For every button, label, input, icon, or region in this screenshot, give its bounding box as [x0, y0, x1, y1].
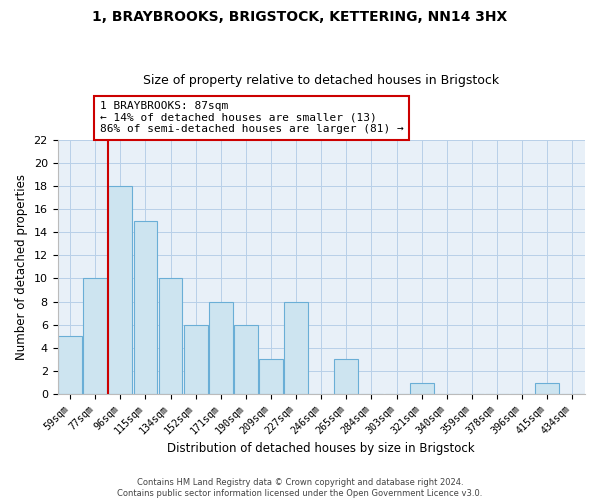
X-axis label: Distribution of detached houses by size in Brigstock: Distribution of detached houses by size … — [167, 442, 475, 455]
Bar — [334, 360, 358, 394]
Bar — [158, 278, 182, 394]
Bar — [83, 278, 107, 394]
Bar — [234, 324, 258, 394]
Bar — [109, 186, 132, 394]
Bar — [284, 302, 308, 394]
Text: 1, BRAYBROOKS, BRIGSTOCK, KETTERING, NN14 3HX: 1, BRAYBROOKS, BRIGSTOCK, KETTERING, NN1… — [92, 10, 508, 24]
Bar — [134, 220, 157, 394]
Title: Size of property relative to detached houses in Brigstock: Size of property relative to detached ho… — [143, 74, 499, 87]
Bar — [58, 336, 82, 394]
Text: 1 BRAYBROOKS: 87sqm
← 14% of detached houses are smaller (13)
86% of semi-detach: 1 BRAYBROOKS: 87sqm ← 14% of detached ho… — [100, 102, 403, 134]
Y-axis label: Number of detached properties: Number of detached properties — [15, 174, 28, 360]
Bar — [184, 324, 208, 394]
Text: Contains HM Land Registry data © Crown copyright and database right 2024.
Contai: Contains HM Land Registry data © Crown c… — [118, 478, 482, 498]
Bar — [410, 382, 434, 394]
Bar — [535, 382, 559, 394]
Bar — [209, 302, 233, 394]
Bar — [259, 360, 283, 394]
